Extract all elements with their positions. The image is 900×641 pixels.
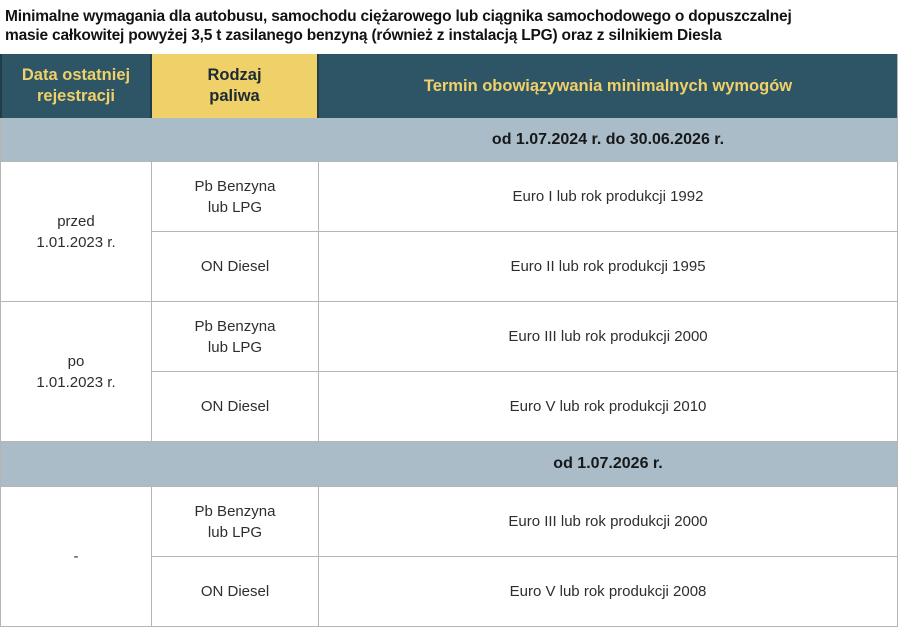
column-header-fuel-type: Rodzaj paliwa — [152, 54, 319, 118]
requirement-cell: Euro I lub rok produkcji 1992 — [319, 162, 898, 232]
fuel-cell: Pb Benzyna lub LPG — [152, 162, 319, 232]
registration-cell: - — [1, 487, 152, 627]
period-band-2: od 1.07.2026 r. — [319, 442, 898, 487]
registration-cell: po 1.01.2023 r. — [1, 302, 152, 442]
period-band-2-spacer-registration — [1, 442, 152, 487]
page-title: Minimalne wymagania dla autobusu, samoch… — [5, 8, 792, 44]
column-header-registration-date: Data ostatniej rejestracji — [0, 54, 152, 118]
period-band-2-label: od 1.07.2026 r. — [553, 455, 663, 472]
requirement-cell: Euro V lub rok produkcji 2008 — [319, 557, 898, 627]
fuel-cell: ON Diesel — [152, 557, 319, 627]
fuel-cell: Pb Benzyna lub LPG — [152, 487, 319, 557]
requirement-cell: Euro II lub rok produkcji 1995 — [319, 232, 898, 302]
period-band-1-label: od 1.07.2024 r. do 30.06.2026 r. — [491, 130, 725, 148]
requirement-cell: Euro III lub rok produkcji 2000 — [319, 302, 898, 372]
period-band-2-spacer-fuel — [152, 442, 319, 487]
requirements-table: Data ostatniej rejestracji Rodzaj paliwa… — [0, 54, 898, 627]
column-header-term: Termin obowiązywania minimalnych wymogów — [319, 54, 898, 118]
fuel-cell: ON Diesel — [152, 372, 319, 442]
period-band-1: od 1.07.2024 r. do 30.06.2026 r. — [319, 118, 898, 162]
registration-cell: przed 1.01.2023 r. — [1, 162, 152, 302]
fuel-cell: ON Diesel — [152, 232, 319, 302]
period-band-1-spacer-fuel — [152, 118, 319, 162]
fuel-cell: Pb Benzyna lub LPG — [152, 302, 319, 372]
requirement-cell: Euro V lub rok produkcji 2010 — [319, 372, 898, 442]
page: Minimalne wymagania dla autobusu, samoch… — [0, 7, 900, 641]
requirement-cell: Euro III lub rok produkcji 2000 — [319, 487, 898, 557]
period-band-1-spacer-registration — [1, 118, 152, 162]
